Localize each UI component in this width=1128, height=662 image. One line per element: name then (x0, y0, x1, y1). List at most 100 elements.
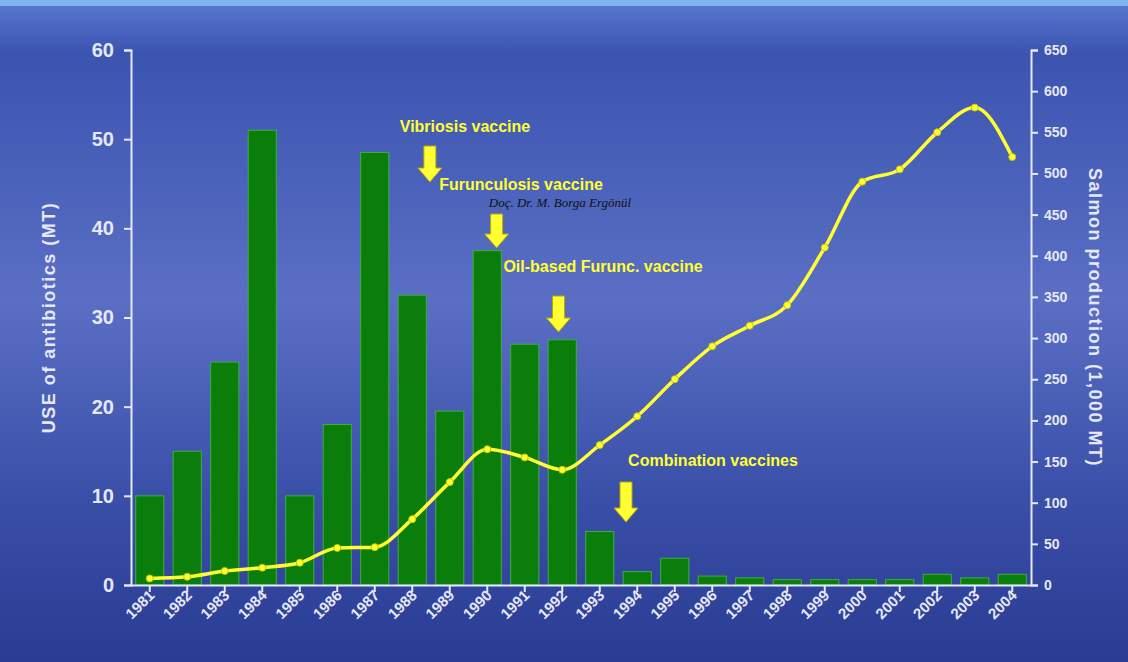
tick: 60 (92, 39, 131, 61)
credit: Doç. Dr. M. Borga Ergönül (488, 195, 632, 210)
tick: 30 (92, 306, 131, 328)
tick-label: 1987 (347, 586, 383, 622)
tick-label: 1994 (609, 586, 645, 622)
tick-label: 1995 (647, 586, 683, 622)
tick-label: 1991 (497, 586, 533, 622)
tick: 1981 (122, 585, 158, 622)
tick-mark (1031, 338, 1038, 340)
bar (736, 578, 764, 585)
tick-label: 1989 (422, 586, 458, 622)
tick: 150 (1031, 454, 1068, 470)
bar (323, 425, 351, 586)
bar (661, 558, 689, 585)
marker (371, 544, 378, 551)
tick: 2000 (834, 585, 870, 622)
marker (859, 178, 866, 185)
tick: 0 (103, 574, 131, 596)
tick: 1992 (534, 585, 570, 622)
bar (623, 572, 651, 585)
tick: 450 (1031, 207, 1068, 223)
tick-label: 20 (92, 396, 114, 418)
top-band (0, 0, 1128, 6)
tick-mark (124, 228, 131, 230)
tick: 2003 (947, 585, 983, 622)
bar (511, 344, 539, 585)
tick-label: 550 (1044, 124, 1068, 140)
tick: 2002 (909, 585, 945, 622)
tick: 1996 (684, 585, 720, 622)
bar (286, 496, 314, 585)
tick-mark (1031, 214, 1038, 216)
chart: 0102030405060050100150200250300350400450… (0, 0, 1128, 662)
plot-area (136, 104, 1027, 585)
tick-mark (1031, 296, 1038, 298)
annotation: Vibriosis vaccine (400, 118, 531, 135)
marker (559, 466, 566, 473)
tick-mark (1031, 585, 1038, 587)
tick: 650 (1031, 42, 1068, 58)
tick: 200 (1031, 412, 1068, 428)
marker (484, 446, 491, 453)
bar (773, 580, 801, 585)
bar (248, 130, 276, 585)
tick-label: 60 (92, 39, 114, 61)
arrow (547, 296, 571, 332)
tick-label: 2002 (909, 586, 945, 622)
tick-mark (124, 50, 131, 52)
tick-label: 40 (92, 217, 114, 239)
tick: 600 (1031, 83, 1068, 99)
tick-label: 1998 (759, 586, 795, 622)
tick-label: 1983 (197, 586, 233, 622)
tick: 350 (1031, 289, 1068, 305)
bar (361, 153, 389, 585)
tick-label: 1992 (534, 586, 570, 622)
tick: 1985 (272, 585, 308, 622)
tick-label: 30 (92, 306, 114, 328)
tick-mark (124, 495, 131, 497)
tick-mark (1031, 379, 1038, 381)
tick: 1994 (609, 585, 645, 622)
tick: 400 (1031, 248, 1068, 264)
tick-label: 2003 (947, 586, 983, 622)
bar (548, 340, 576, 585)
marker (671, 376, 678, 383)
tick: 1987 (347, 585, 383, 622)
tick: 1983 (197, 585, 233, 622)
line (150, 108, 1013, 579)
tick-mark (1031, 255, 1038, 257)
tick: 1989 (422, 585, 458, 622)
tick: 1998 (759, 585, 795, 622)
tick: 2001 (872, 585, 908, 622)
tick-label: 1981 (122, 586, 158, 622)
annotation: Oil-based Furunc. vaccine (503, 258, 702, 275)
bar (961, 578, 989, 585)
marker (746, 322, 753, 329)
tick-mark (1031, 420, 1038, 422)
axis-line (1032, 51, 1039, 586)
tick-mark (1031, 50, 1038, 52)
tick: 1984 (234, 585, 270, 622)
tick-label: 100 (1044, 495, 1068, 511)
tick-mark (1031, 502, 1038, 504)
tick: 20 (92, 396, 131, 418)
tick-label: 1988 (384, 586, 420, 622)
marker (709, 343, 716, 350)
background (0, 0, 1128, 662)
tick: 1990 (459, 585, 495, 622)
marker (184, 573, 191, 580)
arrow (485, 214, 509, 248)
marker (896, 166, 903, 173)
bar (698, 576, 726, 585)
tick-label: 200 (1044, 412, 1068, 428)
tick-mark (1031, 173, 1038, 175)
tick-label: 1990 (459, 586, 495, 622)
marker (1009, 154, 1016, 161)
marker (784, 302, 791, 309)
marker (634, 413, 641, 420)
tick-label: 0 (103, 574, 114, 596)
tick-label: 1993 (572, 586, 608, 622)
marker (971, 104, 978, 111)
tick: 10 (92, 485, 131, 507)
bar (998, 574, 1026, 585)
marker (146, 575, 153, 582)
